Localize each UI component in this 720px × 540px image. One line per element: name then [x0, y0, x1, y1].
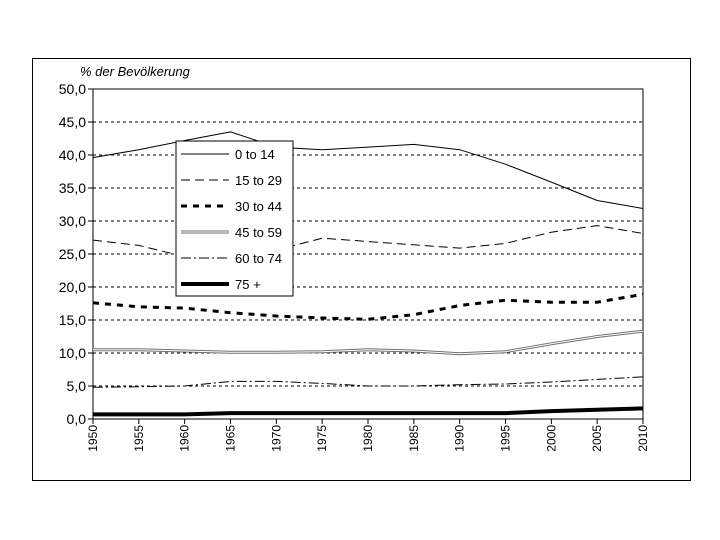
legend-entry: 30 to 44 — [181, 199, 282, 214]
legend-label: 60 to 74 — [235, 251, 282, 266]
legend-label: 45 to 59 — [235, 225, 282, 240]
x-tick-label: 1975 — [315, 425, 329, 452]
legend-entry: 45 to 59 — [181, 225, 282, 240]
series-line — [92, 292, 644, 321]
x-tick-label: 1995 — [499, 425, 513, 452]
x-tick-label: 1985 — [407, 425, 421, 452]
series-2 — [92, 225, 644, 260]
series-line — [92, 376, 644, 388]
legend-label: 15 to 29 — [235, 173, 282, 188]
series-3 — [92, 292, 644, 321]
legend: 0 to 14 15 to 29 30 to 44 45 to 59 60 to 74 7… — [175, 140, 294, 297]
legend-box — [175, 140, 294, 297]
y-tick-label: 5,0 — [67, 378, 87, 394]
x-tick-label: 2010 — [636, 425, 650, 452]
x-axis-ticks: 1950 1955 1960 1965 1970 1975 1980 1985 1990 1995… — [86, 419, 650, 452]
x-tick-label: 1970 — [269, 425, 283, 452]
x-tick-label: 2005 — [590, 425, 604, 452]
series-lines — [92, 131, 644, 417]
x-tick-label: 2000 — [544, 425, 558, 452]
series-line — [93, 406, 644, 417]
series-line — [92, 225, 644, 260]
x-tick-label: 1980 — [361, 425, 375, 452]
series-4 — [93, 329, 644, 356]
y-tick-label: 45,0 — [59, 114, 86, 130]
y-tick-label: 20,0 — [59, 279, 86, 295]
y-tick-label: 30,0 — [59, 213, 86, 229]
x-tick-label: 1965 — [224, 425, 238, 452]
x-tick-label: 1990 — [453, 425, 467, 452]
y-axis-label: % der Bevölkerung — [80, 64, 191, 79]
series-6 — [93, 406, 644, 417]
x-tick-label: 1955 — [132, 425, 146, 452]
y-tick-label: 40,0 — [59, 147, 86, 163]
y-tick-label: 10,0 — [59, 345, 86, 361]
y-tick-label: 25,0 — [59, 246, 86, 262]
y-axis-ticks: 0,0 5,0 10,0 15,0 20,0 25,0 30,0 35,0 40,0 45,0 50… — [59, 81, 93, 427]
legend-label: 0 to 14 — [235, 147, 275, 162]
y-tick-label: 50,0 — [59, 81, 86, 97]
y-tick-label: 35,0 — [59, 180, 86, 196]
series-5 — [92, 376, 644, 388]
legend-label: 75 + — [235, 277, 261, 292]
legend-entry: 15 to 29 — [181, 173, 282, 188]
legend-entry: 60 to 74 — [181, 251, 282, 266]
y-tick-label: 0,0 — [67, 411, 87, 427]
series-line — [93, 330, 644, 355]
legend-entry: 0 to 14 — [181, 147, 275, 162]
y-tick-label: 15,0 — [59, 312, 86, 328]
legend-label: 30 to 44 — [235, 199, 282, 214]
x-tick-label: 1950 — [86, 425, 100, 452]
x-tick-label: 1960 — [178, 425, 192, 452]
legend-entry: 75 + — [181, 277, 261, 292]
